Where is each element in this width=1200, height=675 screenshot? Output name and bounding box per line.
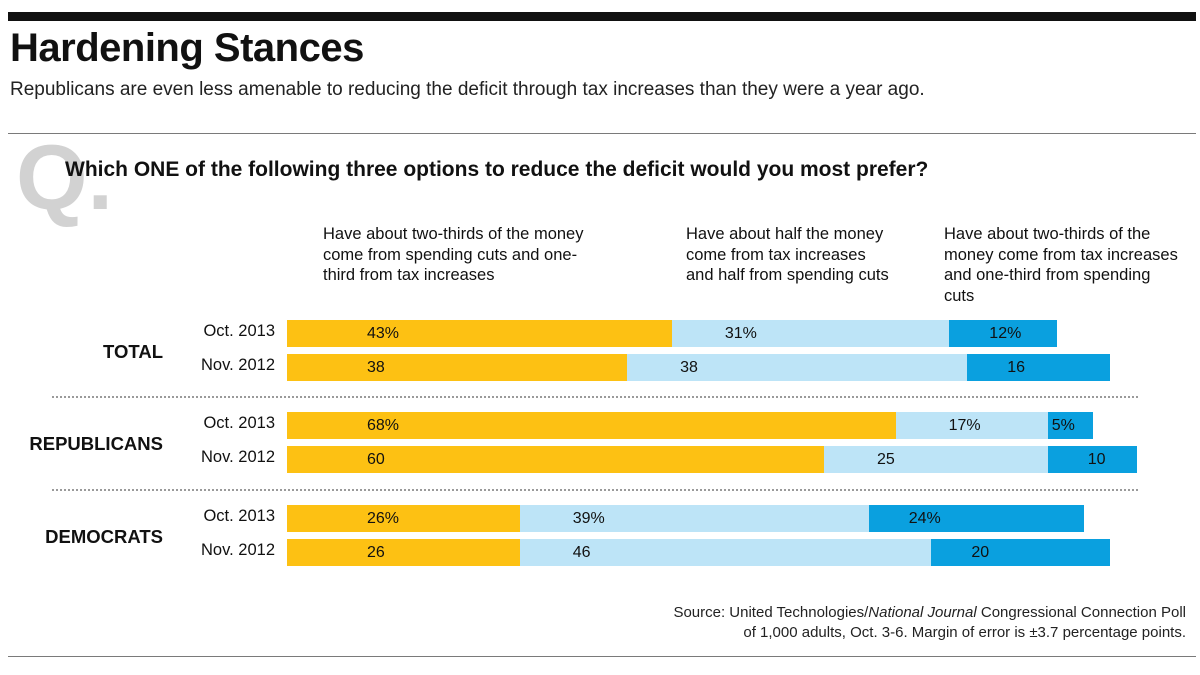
bar-segment bbox=[931, 539, 1111, 566]
bar-data-label: 24% bbox=[908, 510, 941, 527]
bar-segment bbox=[287, 505, 520, 532]
source-line-2: of 1,000 adults, Oct. 3-6. Margin of err… bbox=[743, 624, 1186, 641]
bar-data-label: 25 bbox=[877, 451, 895, 468]
chart-title: Hardening Stances bbox=[10, 26, 364, 70]
bar-data-label: 38 bbox=[680, 359, 698, 376]
bar-data-label: 17% bbox=[948, 417, 981, 434]
bar-segment bbox=[868, 505, 1084, 532]
bar-segment bbox=[519, 539, 932, 566]
bar-segment bbox=[967, 354, 1111, 381]
row-label: Nov. 2012 bbox=[201, 356, 275, 374]
footer-divider bbox=[8, 656, 1196, 657]
bar-data-label: 43% bbox=[367, 325, 400, 342]
bar-segment bbox=[627, 354, 968, 381]
group-separator bbox=[52, 396, 1138, 398]
bar-segment bbox=[895, 412, 1048, 439]
question-mark-graphic: Q. bbox=[16, 127, 114, 229]
top-rule bbox=[8, 12, 1196, 21]
row-label: Oct. 2013 bbox=[203, 322, 275, 340]
bar-data-label: 10 bbox=[1087, 451, 1106, 468]
bar-segment bbox=[949, 320, 1057, 347]
bar-data-label: 68% bbox=[367, 417, 400, 434]
header-divider bbox=[8, 133, 1196, 134]
group-label: REPUBLICANS bbox=[29, 433, 163, 454]
bar-data-label: 12% bbox=[989, 325, 1022, 342]
bar-data-label: 38 bbox=[367, 359, 385, 376]
row-label: Oct. 2013 bbox=[203, 414, 275, 432]
bar-data-label: 60 bbox=[367, 451, 385, 468]
bar-segment bbox=[1047, 412, 1093, 439]
bar-data-label: 16 bbox=[1007, 359, 1025, 376]
bar-segment bbox=[519, 505, 869, 532]
bar-segment bbox=[287, 539, 520, 566]
bar-segment bbox=[287, 446, 824, 473]
group-label: DEMOCRATS bbox=[45, 526, 163, 547]
bar-data-label: 31% bbox=[724, 325, 757, 342]
source-line-1: Source: United Technologies/National Jou… bbox=[673, 604, 1186, 621]
bar-data-label: 5% bbox=[1051, 417, 1075, 434]
column-header-option-2: Have about half the money come from tax … bbox=[686, 225, 889, 284]
bar-segment bbox=[824, 446, 1048, 473]
bar-segment bbox=[287, 412, 896, 439]
bar-segment bbox=[671, 320, 950, 347]
column-header-option-1: Have about two-thirds of the money come … bbox=[323, 225, 584, 284]
row-label: Oct. 2013 bbox=[203, 507, 275, 525]
group-separator bbox=[52, 489, 1138, 491]
row-label: Nov. 2012 bbox=[201, 448, 275, 466]
bar-segment bbox=[287, 354, 628, 381]
chart-subtitle: Republicans are even less amenable to re… bbox=[10, 79, 925, 100]
row-label: Nov. 2012 bbox=[201, 541, 275, 559]
question-text: Which ONE of the following three options… bbox=[65, 158, 929, 181]
bar-data-label: 46 bbox=[572, 544, 591, 561]
source-note: Source: United Technologies/National Jou… bbox=[673, 603, 1186, 643]
bar-data-label: 26 bbox=[367, 544, 385, 561]
bar-segment bbox=[1047, 446, 1138, 473]
column-header-option-3: Have about two-thirds of the money come … bbox=[944, 225, 1178, 305]
bar-data-label: 39% bbox=[572, 510, 605, 527]
bar-segment bbox=[287, 320, 672, 347]
bar-data-label: 20 bbox=[971, 544, 990, 561]
group-label: TOTAL bbox=[103, 341, 163, 362]
bar-data-label: 26% bbox=[367, 510, 400, 527]
